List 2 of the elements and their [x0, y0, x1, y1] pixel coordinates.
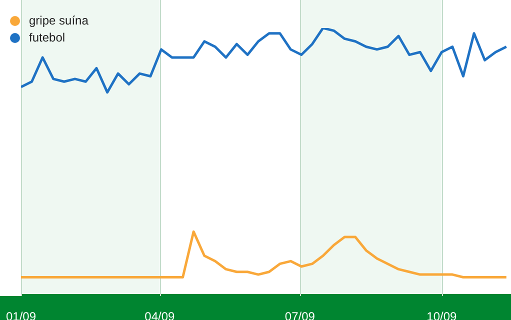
legend-label: futebol — [29, 30, 66, 44]
legend-label: gripe suína — [29, 13, 89, 28]
